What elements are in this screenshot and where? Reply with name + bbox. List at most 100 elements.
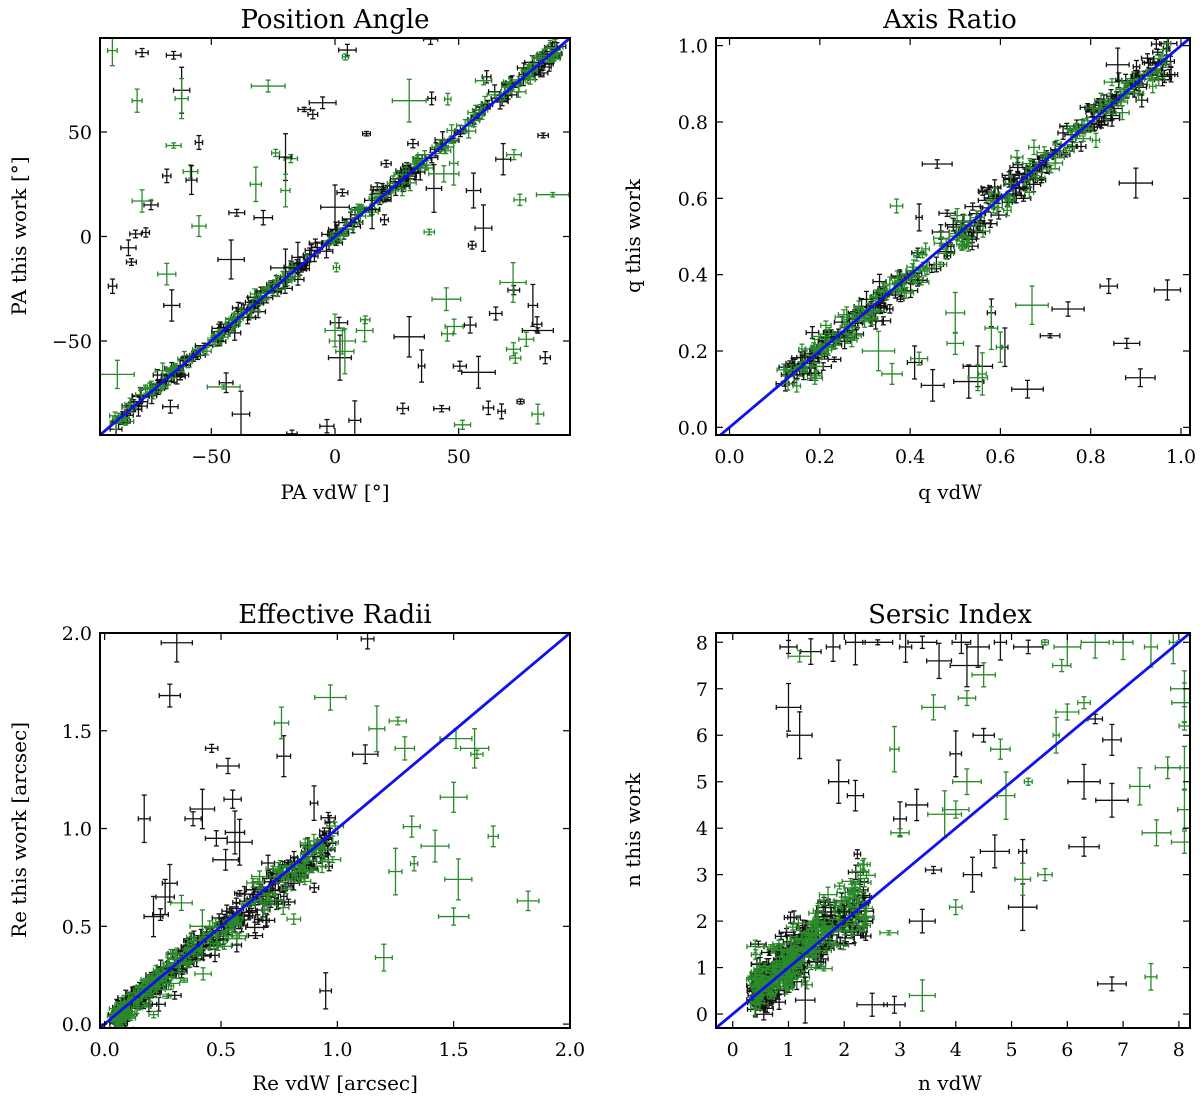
data-point xyxy=(890,828,910,838)
data-point xyxy=(1011,379,1044,399)
data-point xyxy=(1023,777,1033,786)
one-to-one-line xyxy=(100,633,570,1028)
data-point xyxy=(1170,830,1190,854)
data-point xyxy=(297,106,312,113)
data-point xyxy=(402,815,421,838)
data-point xyxy=(505,342,522,357)
y-tick-label: 0.2 xyxy=(678,341,708,363)
plot-area xyxy=(716,633,1190,1028)
data-point xyxy=(949,730,963,778)
data-point xyxy=(956,237,968,252)
data-point xyxy=(827,356,842,363)
data-point xyxy=(1014,862,1032,896)
data-point xyxy=(309,785,319,822)
panel-effective-radii: Effective Radii Re vdW [arcsec] Re this … xyxy=(7,600,585,1095)
data-point xyxy=(388,847,403,896)
data-point xyxy=(993,633,1008,661)
data-point xyxy=(889,725,900,773)
data-point xyxy=(1067,763,1101,800)
data-point xyxy=(776,363,792,377)
data-point xyxy=(539,351,552,365)
y-tick-label: 0.6 xyxy=(678,188,708,210)
data-point xyxy=(1077,696,1091,710)
data-point xyxy=(989,738,1011,760)
data-point xyxy=(1112,633,1134,661)
data-point xyxy=(448,141,459,186)
data-point xyxy=(437,907,470,926)
y-tick-label: 4 xyxy=(696,818,708,840)
data-point xyxy=(100,359,135,390)
y-tick-label: 0 xyxy=(696,1004,708,1026)
data-point xyxy=(926,642,953,680)
data-point xyxy=(972,727,995,743)
data-point xyxy=(1103,78,1121,87)
data-point xyxy=(184,957,195,969)
data-point xyxy=(263,899,272,907)
data-point xyxy=(915,203,923,232)
data-point xyxy=(825,633,841,662)
data-point xyxy=(834,882,846,890)
data-point xyxy=(971,662,996,688)
data-point xyxy=(1040,639,1050,646)
x-tick-label: −50 xyxy=(191,446,231,468)
data-point xyxy=(283,153,299,164)
data-point xyxy=(420,829,450,863)
data-point xyxy=(276,735,292,778)
data-point xyxy=(1002,204,1012,217)
data-point xyxy=(495,142,512,176)
data-point xyxy=(908,908,936,934)
data-point xyxy=(386,175,400,192)
data-point xyxy=(212,848,240,871)
data-point xyxy=(131,189,153,213)
data-point xyxy=(1075,141,1087,152)
data-point xyxy=(531,316,543,333)
data-point xyxy=(253,914,262,925)
data-point xyxy=(798,343,806,355)
data-point xyxy=(1100,98,1119,112)
data-point xyxy=(750,997,769,1011)
data-point xyxy=(809,362,824,371)
data-point xyxy=(388,716,408,726)
data-point xyxy=(394,736,416,761)
data-point xyxy=(783,981,794,990)
data-point xyxy=(465,172,482,209)
data-point xyxy=(453,419,472,430)
data-point xyxy=(143,895,164,938)
data-point xyxy=(137,794,151,844)
data-point xyxy=(270,248,301,288)
data-point xyxy=(924,865,943,875)
data-point xyxy=(845,333,858,348)
data-point xyxy=(459,728,490,769)
data-point xyxy=(180,977,189,983)
data-point xyxy=(129,229,143,239)
chart-title: Sersic Index xyxy=(868,600,1032,630)
data-point xyxy=(423,228,436,236)
data-point xyxy=(779,639,798,655)
data-point xyxy=(141,227,151,238)
data-point xyxy=(204,830,228,847)
data-point xyxy=(355,318,374,343)
data-point xyxy=(816,963,827,970)
data-point xyxy=(301,857,314,865)
data-point xyxy=(977,352,987,396)
data-point xyxy=(857,918,871,933)
data-point xyxy=(1039,333,1061,339)
data-point xyxy=(921,159,953,169)
one-to-one-line xyxy=(719,38,1190,435)
data-point xyxy=(1075,135,1091,142)
data-point xyxy=(118,1020,127,1028)
x-axis-label: PA vdW [°] xyxy=(280,480,389,504)
data-point xyxy=(806,371,824,385)
data-point xyxy=(487,825,499,848)
data-point xyxy=(766,992,776,1000)
y-tick-label: 1 xyxy=(696,958,708,980)
data-point xyxy=(1118,167,1154,199)
data-point xyxy=(280,883,292,895)
data-point xyxy=(895,284,913,299)
data-point xyxy=(746,939,765,954)
data-point xyxy=(898,633,913,663)
axes-frame xyxy=(715,632,1191,1029)
data-point xyxy=(794,976,816,1024)
data-point xyxy=(135,47,149,58)
